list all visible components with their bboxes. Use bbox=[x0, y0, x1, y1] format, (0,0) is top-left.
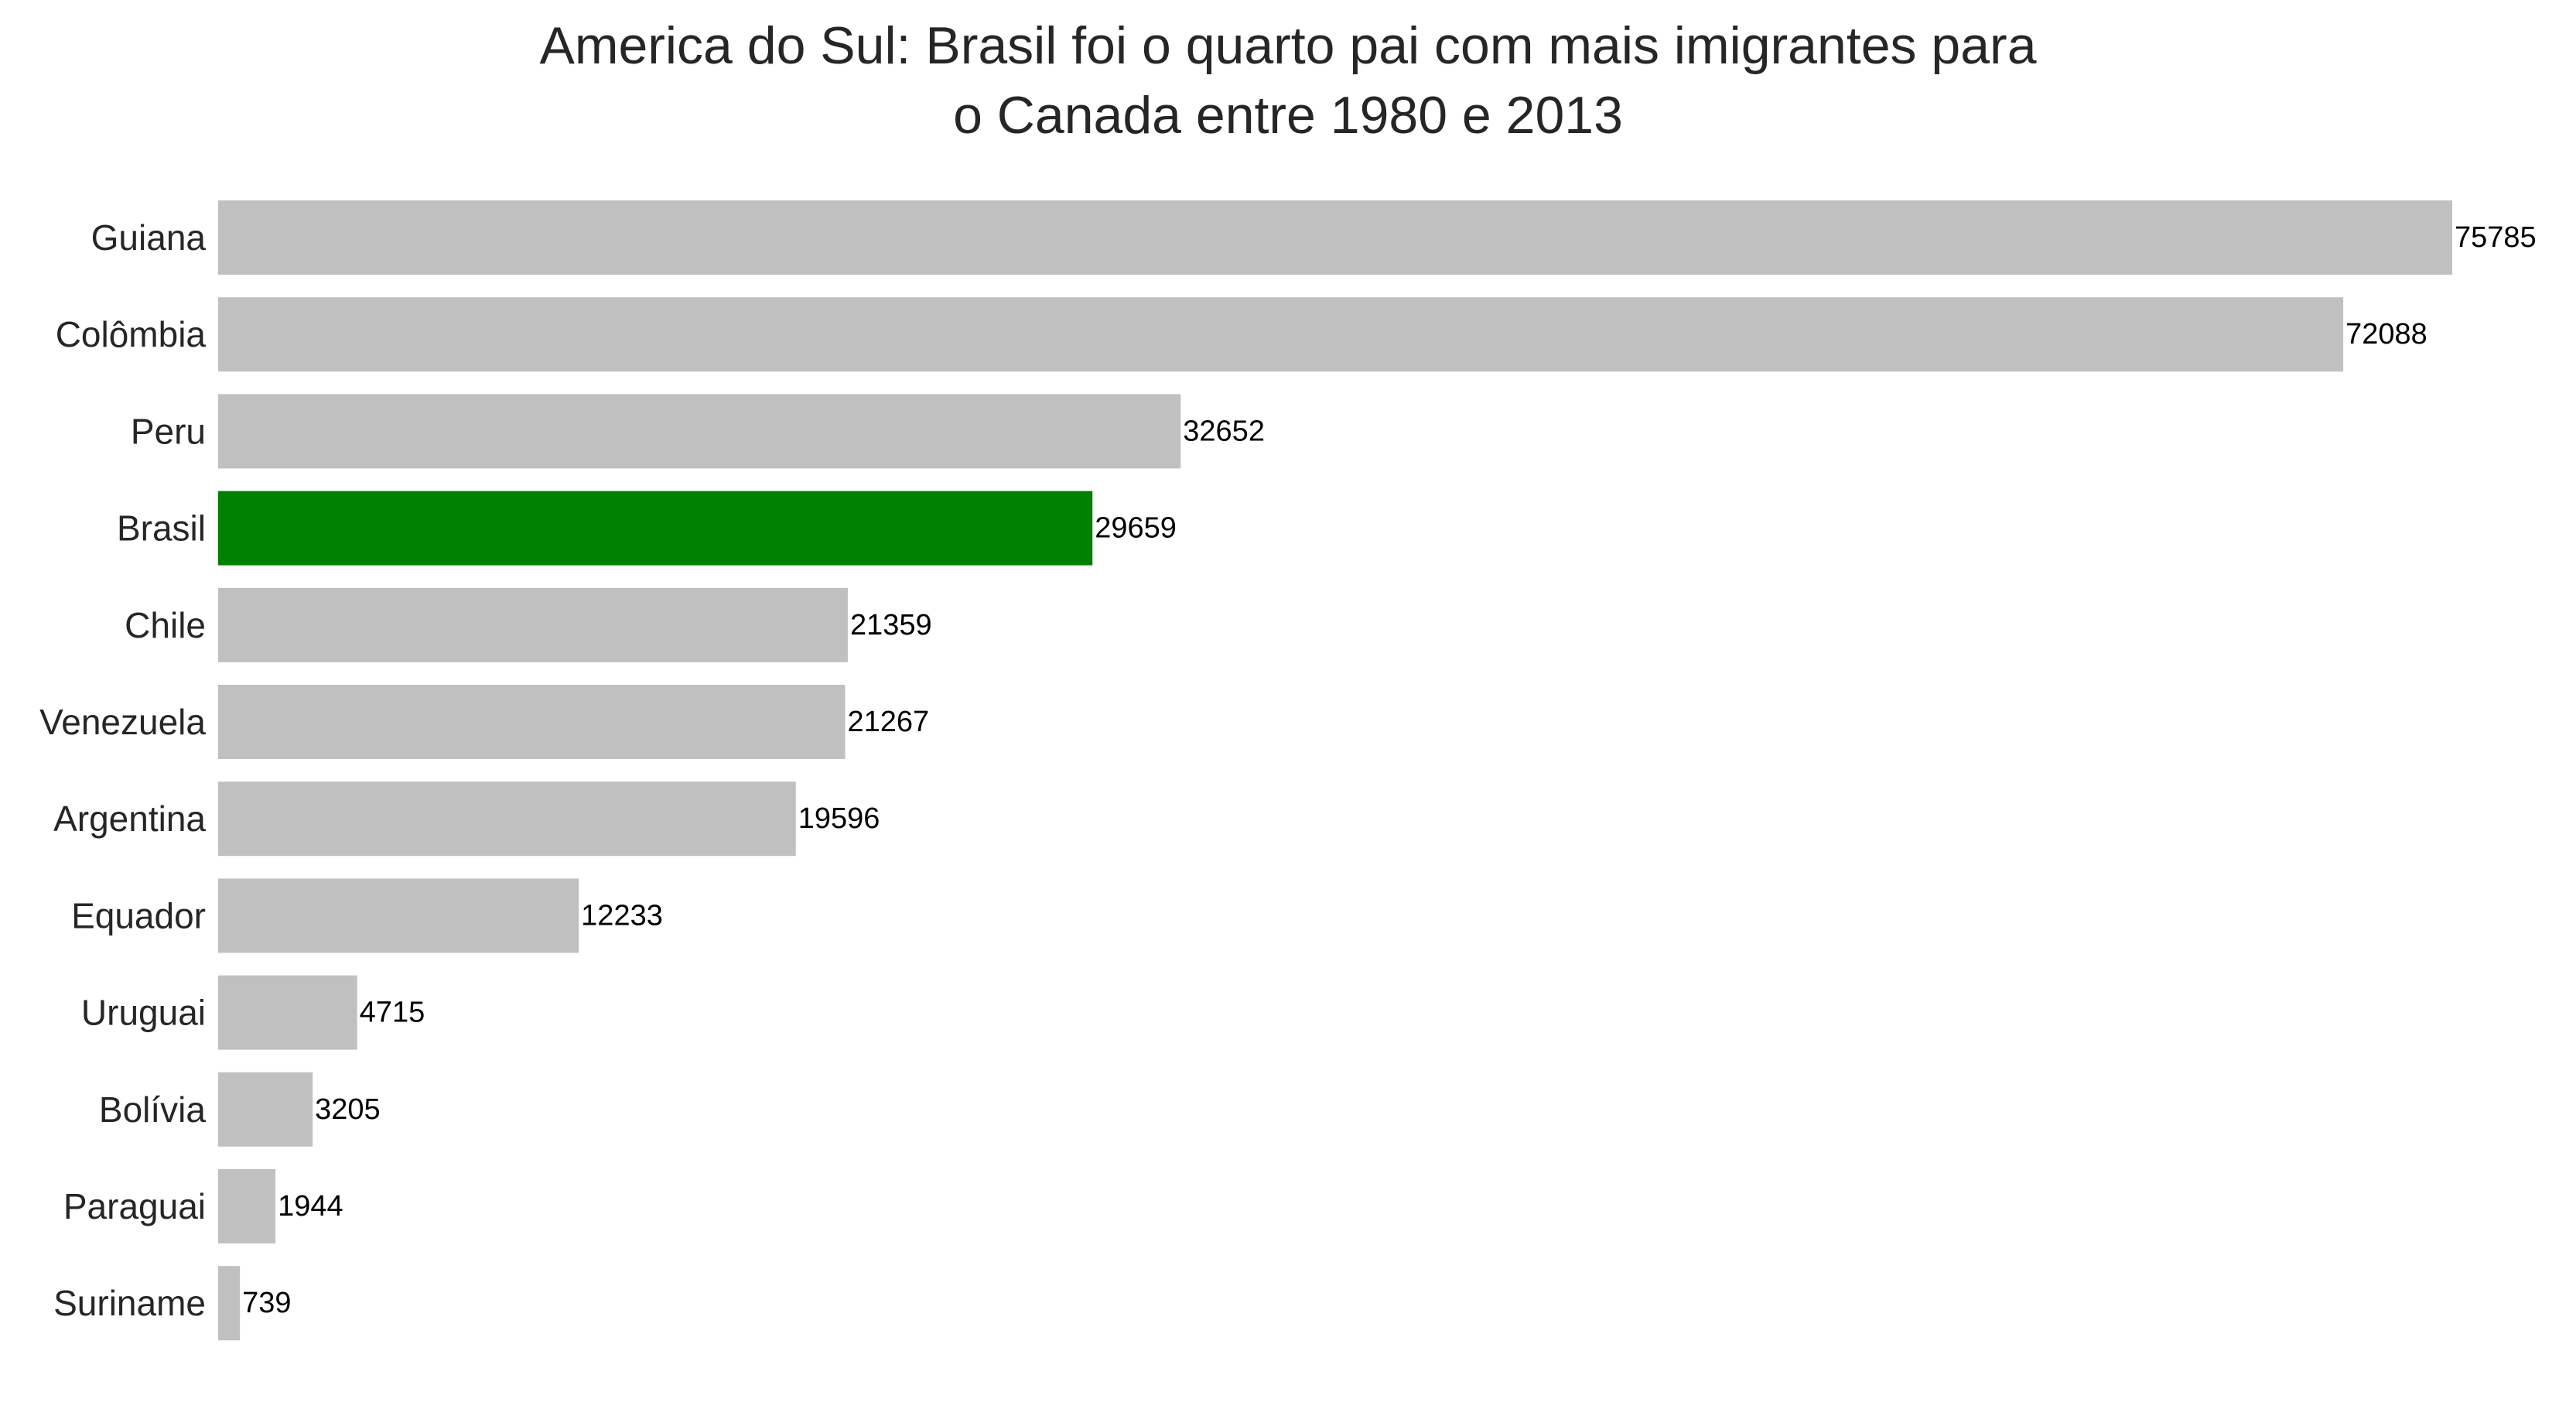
data-label-suriname: 739 bbox=[242, 1287, 291, 1319]
bar-suriname bbox=[218, 1266, 241, 1341]
tick-label-argentina: Argentina bbox=[53, 799, 206, 839]
data-label-uruguai: 4715 bbox=[360, 997, 425, 1029]
tick-label-paraguai: Paraguai bbox=[63, 1186, 206, 1226]
tick-label-colombia: Colômbia bbox=[56, 314, 207, 354]
data-label-chile: 21359 bbox=[850, 609, 932, 641]
data-label-bolivia: 3205 bbox=[315, 1093, 381, 1126]
bar-argentina bbox=[218, 782, 796, 857]
data-label-peru: 32652 bbox=[1183, 415, 1265, 447]
tick-label-brasil: Brasil bbox=[117, 508, 206, 549]
tick-label-peru: Peru bbox=[131, 411, 206, 451]
category-tick-labels: Guiana Colômbia Peru Brasil Chile Venezuela Ar… bbox=[39, 217, 206, 1323]
bar-venezuela bbox=[218, 685, 846, 759]
data-label-argentina: 19596 bbox=[798, 802, 880, 835]
bar-peru bbox=[218, 394, 1181, 469]
tick-label-chile: Chile bbox=[125, 605, 206, 645]
tick-label-uruguai: Uruguai bbox=[81, 993, 206, 1033]
bar-uruguai bbox=[218, 975, 357, 1050]
data-label-brasil: 29659 bbox=[1095, 512, 1177, 545]
bars-group bbox=[218, 200, 2452, 1341]
chart-title-line-2: o Canada entre 1980 e 2013 bbox=[953, 86, 1623, 145]
data-label-guiana: 75785 bbox=[2455, 221, 2537, 254]
data-label-paraguai: 1944 bbox=[278, 1190, 343, 1223]
bar-paraguai bbox=[218, 1169, 276, 1243]
data-label-venezuela: 21267 bbox=[847, 706, 929, 738]
bar-bolivia bbox=[218, 1072, 313, 1147]
bar-brasil bbox=[218, 491, 1093, 566]
bar-guiana bbox=[218, 200, 2452, 275]
bar-colombia bbox=[218, 297, 2344, 372]
data-label-colombia: 72088 bbox=[2345, 318, 2427, 351]
bar-equador bbox=[218, 878, 579, 953]
data-label-equador: 12233 bbox=[581, 899, 663, 932]
value-data-labels: 75785 72088 32652 29659 21359 21267 19596 12233… bbox=[242, 221, 2537, 1319]
tick-label-bolivia: Bolívia bbox=[99, 1089, 206, 1130]
chart-title-line-1: America do Sul: Brasil foi o quarto pai … bbox=[539, 16, 2037, 75]
tick-label-equador: Equador bbox=[71, 895, 206, 935]
chart-title: America do Sul: Brasil foi o quarto pai … bbox=[0, 11, 2576, 150]
tick-label-venezuela: Venezuela bbox=[39, 702, 206, 742]
tick-label-guiana: Guiana bbox=[91, 217, 207, 258]
bar-chile bbox=[218, 587, 848, 662]
tick-label-suriname: Suriname bbox=[53, 1283, 206, 1323]
